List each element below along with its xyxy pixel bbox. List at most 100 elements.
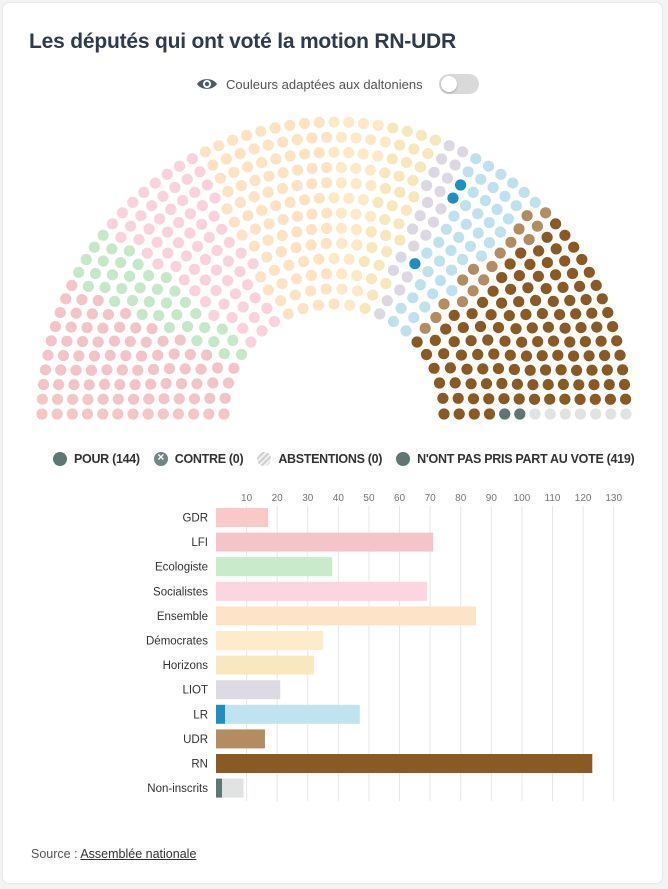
seat-ecologiste <box>136 308 148 321</box>
seat-ecologiste <box>82 280 94 292</box>
colorblind-toggle-row: Couleurs adaptées aux daltoniens <box>196 73 479 95</box>
bar-not-voting <box>216 581 428 601</box>
contre-swatch-icon <box>153 450 168 466</box>
seat-lr <box>502 213 514 225</box>
seat-lfi <box>207 377 219 389</box>
seat-ecologiste <box>191 335 203 347</box>
seat-lfi <box>108 335 121 347</box>
colorblind-toggle-switch[interactable] <box>438 74 479 94</box>
seat-socialistes <box>177 195 189 207</box>
seat-horizons <box>366 242 378 254</box>
seat-lr <box>491 203 503 215</box>
seat-socialistes <box>146 200 158 212</box>
seat-rn <box>411 336 423 348</box>
seat-ecologiste <box>169 285 181 297</box>
seat-ensemble <box>270 200 282 212</box>
seat-lfi <box>175 378 188 390</box>
seat-udr <box>505 236 517 248</box>
seat-d-mocrates <box>351 239 363 251</box>
seat-d-mocrates <box>350 162 362 175</box>
seat-d-mocrates <box>335 207 347 219</box>
seat-lfi <box>53 379 65 391</box>
seat-ensemble <box>284 196 296 208</box>
seat-rn <box>559 255 571 267</box>
seat-horizons <box>414 161 426 173</box>
seat-rn <box>574 393 586 405</box>
seat-socialistes <box>199 274 211 286</box>
legend-item-contre: CONTRE (0) <box>153 450 244 466</box>
seat-ensemble <box>275 295 287 307</box>
seat-liot <box>435 203 447 215</box>
seat-lr <box>475 250 488 262</box>
seat-ensemble <box>248 191 260 203</box>
seat-ensemble <box>290 273 303 285</box>
seat-ensemble <box>275 246 287 258</box>
seat-lfi <box>101 364 113 376</box>
seat-socialistes <box>199 296 212 308</box>
seat-ensemble <box>284 150 296 162</box>
seat-lr <box>395 302 407 314</box>
seat-rn <box>513 270 525 282</box>
seat-rn <box>552 349 564 361</box>
seat-rn <box>438 408 450 420</box>
seat-socialistes <box>180 250 193 262</box>
seat-ensemble <box>291 180 303 192</box>
seat-socialistes <box>210 285 222 297</box>
seat-rn <box>510 323 522 335</box>
bar-not-voting <box>216 606 477 626</box>
source-link[interactable]: Assemblée nationale <box>80 847 197 861</box>
seat-socialistes <box>181 173 193 185</box>
seat-rn <box>601 364 613 376</box>
seat-rn <box>588 379 600 391</box>
seat-liot <box>441 172 454 184</box>
seat-socialistes <box>196 200 208 212</box>
seat-lr <box>460 200 472 212</box>
seat-gdr <box>172 408 185 420</box>
x-tick-label: 90 <box>486 493 498 504</box>
seat-rn <box>485 309 497 321</box>
seat-lfi <box>42 349 54 361</box>
seat-ensemble <box>291 226 303 238</box>
seat-udr <box>540 207 552 219</box>
seat-d-mocrates <box>344 299 356 311</box>
seat-rn <box>438 348 450 360</box>
seat-horizons <box>394 234 406 246</box>
seat-ensemble <box>305 269 317 282</box>
seat-rn <box>542 321 555 333</box>
seat-d-mocrates <box>343 147 355 159</box>
bar-pour <box>216 778 223 798</box>
seat-horizons <box>365 226 377 238</box>
seat-liot <box>414 210 426 222</box>
seat-ecologiste <box>227 334 239 346</box>
x-tick-label: 40 <box>333 493 345 504</box>
bar-not-voting <box>216 532 434 552</box>
seat-ecologiste <box>106 269 118 281</box>
seat-liot <box>381 295 393 307</box>
seat-ensemble <box>328 298 340 310</box>
seat-rn <box>590 279 602 291</box>
seat-rn <box>526 322 538 334</box>
seat-horizons <box>393 218 405 230</box>
seat-rn <box>602 307 614 319</box>
seat-liot <box>408 240 420 252</box>
seat-rn <box>617 364 629 376</box>
seat-horizons <box>387 122 399 134</box>
seat-horizons <box>415 129 427 141</box>
seat-lfi <box>81 322 93 334</box>
seat-rn <box>515 247 527 259</box>
seat-rn <box>520 350 533 362</box>
seat-rn <box>429 334 441 346</box>
seat-lfi <box>116 364 128 376</box>
seat-gdr <box>142 408 154 420</box>
seat-rn <box>568 350 580 362</box>
seat-liot <box>420 229 432 241</box>
seat-rn <box>596 293 608 305</box>
seat-lfi <box>57 349 69 362</box>
seat-ecologiste <box>160 297 172 309</box>
seat-liot <box>407 223 419 235</box>
seat-rn <box>559 322 571 334</box>
seat-socialistes <box>249 292 261 304</box>
seat-rn <box>540 364 552 376</box>
seat-lr <box>421 247 433 259</box>
seat-rn <box>522 282 534 294</box>
